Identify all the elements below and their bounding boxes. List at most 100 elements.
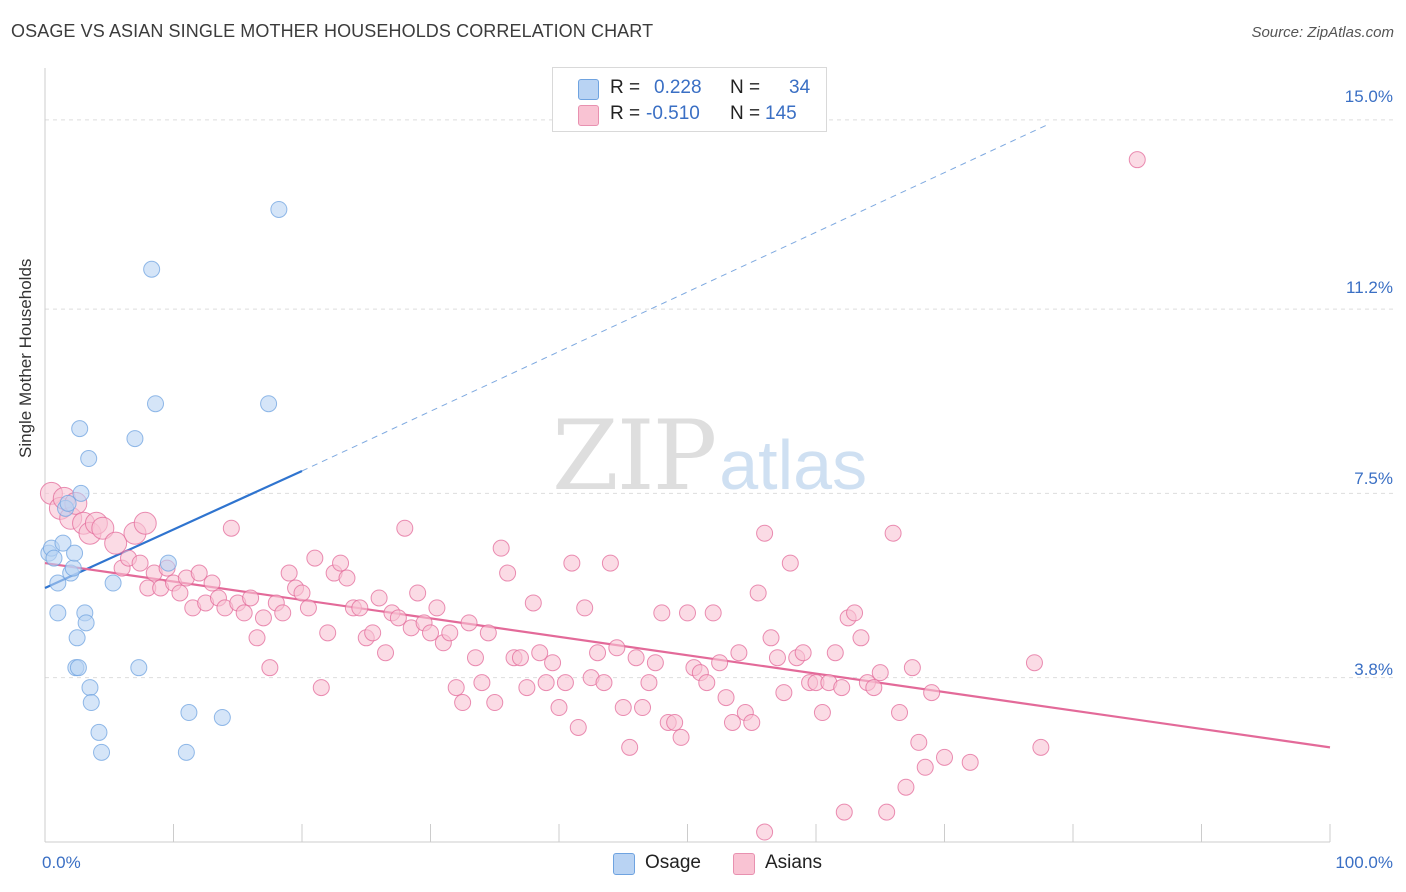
asians-point xyxy=(743,713,761,731)
osage-point xyxy=(90,723,108,741)
asians-point xyxy=(601,554,619,572)
legend-n-value: 145 xyxy=(765,103,797,124)
osage-point xyxy=(54,534,72,552)
asians-point xyxy=(222,519,240,537)
asians-point xyxy=(608,639,626,657)
asians-point xyxy=(280,564,298,582)
osage-point xyxy=(82,694,100,712)
legend-r-label: R = xyxy=(610,103,641,124)
asians-point xyxy=(595,674,613,692)
watermark-atlas: atlas xyxy=(719,426,868,504)
axes xyxy=(44,68,1331,843)
trend-line xyxy=(44,562,1331,749)
asians-point xyxy=(852,629,870,647)
asians-point xyxy=(813,704,831,722)
asians-point xyxy=(730,644,748,662)
osage-point xyxy=(59,494,77,512)
legend-r-value: -0.510 xyxy=(646,103,700,124)
asians-point xyxy=(332,554,350,572)
asians-point xyxy=(524,594,542,612)
asians-point xyxy=(299,599,317,617)
osage-point xyxy=(66,544,84,562)
asians-point xyxy=(749,584,767,602)
asians-point xyxy=(897,778,915,796)
asians-point xyxy=(634,699,652,717)
osage-point xyxy=(80,450,98,468)
trend-lines xyxy=(44,124,1331,749)
legend-r-value: 0.228 xyxy=(654,77,702,98)
chart-title: OSAGE VS ASIAN SINGLE MOTHER HOUSEHOLDS … xyxy=(11,21,654,41)
asians-point xyxy=(556,674,574,692)
osage-point xyxy=(143,260,161,278)
asians-point xyxy=(614,699,632,717)
asians-point xyxy=(254,609,272,627)
asians-point xyxy=(203,574,221,592)
asians-point xyxy=(569,718,587,736)
asians-point xyxy=(91,516,115,540)
osage-point xyxy=(81,679,99,697)
y-tick-label: 11.2% xyxy=(1346,278,1393,297)
asians-point xyxy=(1025,654,1043,672)
osage-swatch-icon xyxy=(578,79,599,100)
asians-point xyxy=(916,758,934,776)
osage-point xyxy=(69,659,87,677)
osage-point xyxy=(77,614,95,632)
asians-point xyxy=(589,644,607,662)
asians-point xyxy=(640,674,658,692)
asians-point xyxy=(466,649,484,667)
legend-n-label: N = xyxy=(730,103,761,124)
x-tick-label: 100.0% xyxy=(1335,853,1393,872)
asians-point xyxy=(531,644,549,662)
asians-point xyxy=(370,589,388,607)
asians-point xyxy=(704,604,722,622)
x-tick-label: 0.0% xyxy=(42,853,81,872)
asians-point xyxy=(131,554,149,572)
osage-point xyxy=(64,559,82,577)
asians-point xyxy=(762,629,780,647)
asians-point xyxy=(377,644,395,662)
asians-point xyxy=(274,604,292,622)
asians-point xyxy=(646,654,664,672)
asians-point xyxy=(190,564,208,582)
asians-point xyxy=(293,584,311,602)
asians-point xyxy=(835,803,853,821)
data-points xyxy=(39,151,1146,841)
asians-point xyxy=(518,679,536,697)
asians-point xyxy=(479,624,497,642)
osage-point xyxy=(45,549,63,567)
asians-point xyxy=(1128,151,1146,169)
asians-point xyxy=(768,649,786,667)
asians-point xyxy=(563,554,581,572)
asians-point xyxy=(242,589,260,607)
osage-point xyxy=(126,430,144,448)
asians-point xyxy=(104,531,128,555)
asians-point xyxy=(723,713,741,731)
osage-point xyxy=(49,604,67,622)
asians-point xyxy=(878,803,896,821)
asians-point xyxy=(781,554,799,572)
asians-point xyxy=(871,664,889,682)
asians-point xyxy=(422,624,439,642)
asians-point xyxy=(511,649,529,667)
legend-n-label: N = xyxy=(730,77,761,98)
asians-point xyxy=(679,604,696,622)
asians-point xyxy=(319,624,337,642)
stats-legend: R = 0.228 N = 34 R = -0.510 N = 145 xyxy=(552,67,827,132)
asians-point xyxy=(428,599,446,617)
legend-n-value: 34 xyxy=(789,77,811,98)
asians-point xyxy=(711,654,729,672)
asians-point xyxy=(903,659,921,677)
asians-point xyxy=(846,604,864,622)
asians-point xyxy=(923,684,941,702)
asians-point xyxy=(364,624,382,642)
asians-point xyxy=(794,644,812,662)
osage-point xyxy=(213,708,231,726)
asians-point xyxy=(171,584,189,602)
legend-label-osage: Osage xyxy=(645,852,701,873)
asians-point xyxy=(865,679,883,697)
asians-point xyxy=(653,604,671,622)
asians-point xyxy=(717,689,735,707)
y-tick-label: 3.8% xyxy=(1354,660,1393,679)
asians-point xyxy=(447,679,465,697)
